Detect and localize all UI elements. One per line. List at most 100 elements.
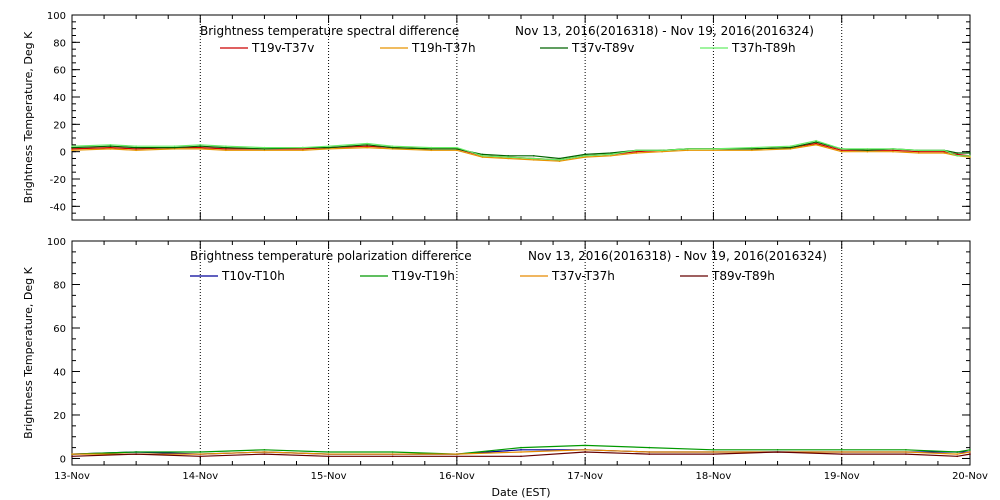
data-point [533, 157, 535, 160]
data-point [789, 145, 792, 147]
plot-frame [71, 14, 971, 221]
data-point [635, 149, 638, 152]
x-tick-label: 13-Nov [54, 471, 90, 482]
data-point [507, 156, 510, 158]
data-point [71, 453, 73, 455]
data-point [263, 148, 266, 150]
data-point [866, 148, 869, 150]
data-point [71, 149, 73, 152]
y-tick-label: 80 [53, 280, 66, 291]
data-point [558, 160, 561, 162]
data-point [135, 148, 137, 150]
data-point [943, 149, 946, 152]
data-point [327, 451, 330, 453]
x-tick-label: 15-Nov [311, 471, 347, 482]
data-point [712, 148, 715, 150]
data-point [456, 149, 458, 152]
data-point [391, 145, 394, 147]
data-point [199, 455, 202, 458]
data-point [956, 152, 958, 154]
data-point [199, 148, 202, 150]
plot-frame [71, 240, 971, 466]
data-point [135, 453, 137, 455]
x-tick-label: 20-Nov [952, 471, 988, 482]
data-point [584, 155, 586, 157]
data-point [815, 139, 817, 142]
data-point [892, 148, 894, 150]
x-tick-label: 18-Nov [695, 471, 731, 482]
data-point [905, 453, 907, 455]
series-line [71, 444, 971, 455]
y-tick-label: 40 [53, 367, 66, 378]
data-point [584, 156, 586, 158]
data-point [507, 157, 510, 160]
data-point [635, 152, 638, 154]
data-point [751, 149, 753, 152]
data-point [71, 146, 73, 149]
series-line [72, 449, 971, 455]
data-point [840, 148, 843, 150]
data-point [892, 150, 894, 153]
data-point [225, 148, 227, 150]
legend-label: T37h-T89h [731, 41, 796, 55]
data-point [712, 451, 715, 453]
chart-title: Brightness temperature spectral differen… [200, 24, 459, 38]
data-point [263, 453, 266, 455]
data-point [327, 148, 330, 150]
data-point [391, 148, 394, 150]
data-point [430, 146, 433, 149]
data-point [456, 148, 458, 150]
data-point [430, 149, 433, 152]
data-point [263, 449, 266, 451]
y-tick-label: 80 [53, 38, 66, 49]
data-point [969, 449, 971, 451]
data-point [225, 145, 227, 147]
data-point [751, 146, 753, 149]
data-point [712, 449, 715, 451]
data-point [584, 153, 586, 156]
data-point [327, 146, 330, 149]
data-point [943, 152, 946, 154]
data-point [71, 145, 73, 147]
data-point [712, 149, 715, 152]
data-point [327, 453, 330, 455]
data-point [687, 149, 689, 152]
data-point [815, 144, 817, 146]
data-point [687, 148, 689, 150]
data-point [815, 141, 817, 143]
data-point [302, 146, 304, 149]
data-point [109, 146, 112, 149]
data-point [815, 142, 817, 145]
data-point [173, 148, 176, 150]
data-point [199, 144, 202, 146]
data-point [135, 149, 137, 152]
y-axis-label: Brightness Temperature, Deg K [22, 31, 35, 203]
data-point [302, 149, 304, 152]
data-point [520, 455, 522, 458]
data-point [969, 155, 971, 157]
data-point [610, 153, 612, 156]
data-point [263, 451, 266, 453]
data-point [969, 156, 971, 158]
data-point [969, 453, 971, 455]
data-point [302, 148, 304, 150]
data-point [199, 451, 202, 453]
data-point [520, 446, 522, 449]
data-point [173, 145, 176, 147]
data-point [366, 142, 368, 145]
data-point [71, 455, 73, 458]
data-point [956, 153, 958, 156]
data-point [840, 149, 843, 152]
data-point [776, 449, 779, 451]
data-point [840, 449, 843, 451]
data-point [109, 145, 112, 147]
y-tick-label: 60 [53, 324, 66, 335]
data-point [969, 451, 971, 453]
data-point [558, 159, 561, 161]
data-point [109, 148, 112, 150]
data-point [840, 451, 843, 453]
data-point [456, 453, 458, 455]
data-point [391, 455, 394, 458]
y-tick-label: 0 [60, 148, 66, 159]
